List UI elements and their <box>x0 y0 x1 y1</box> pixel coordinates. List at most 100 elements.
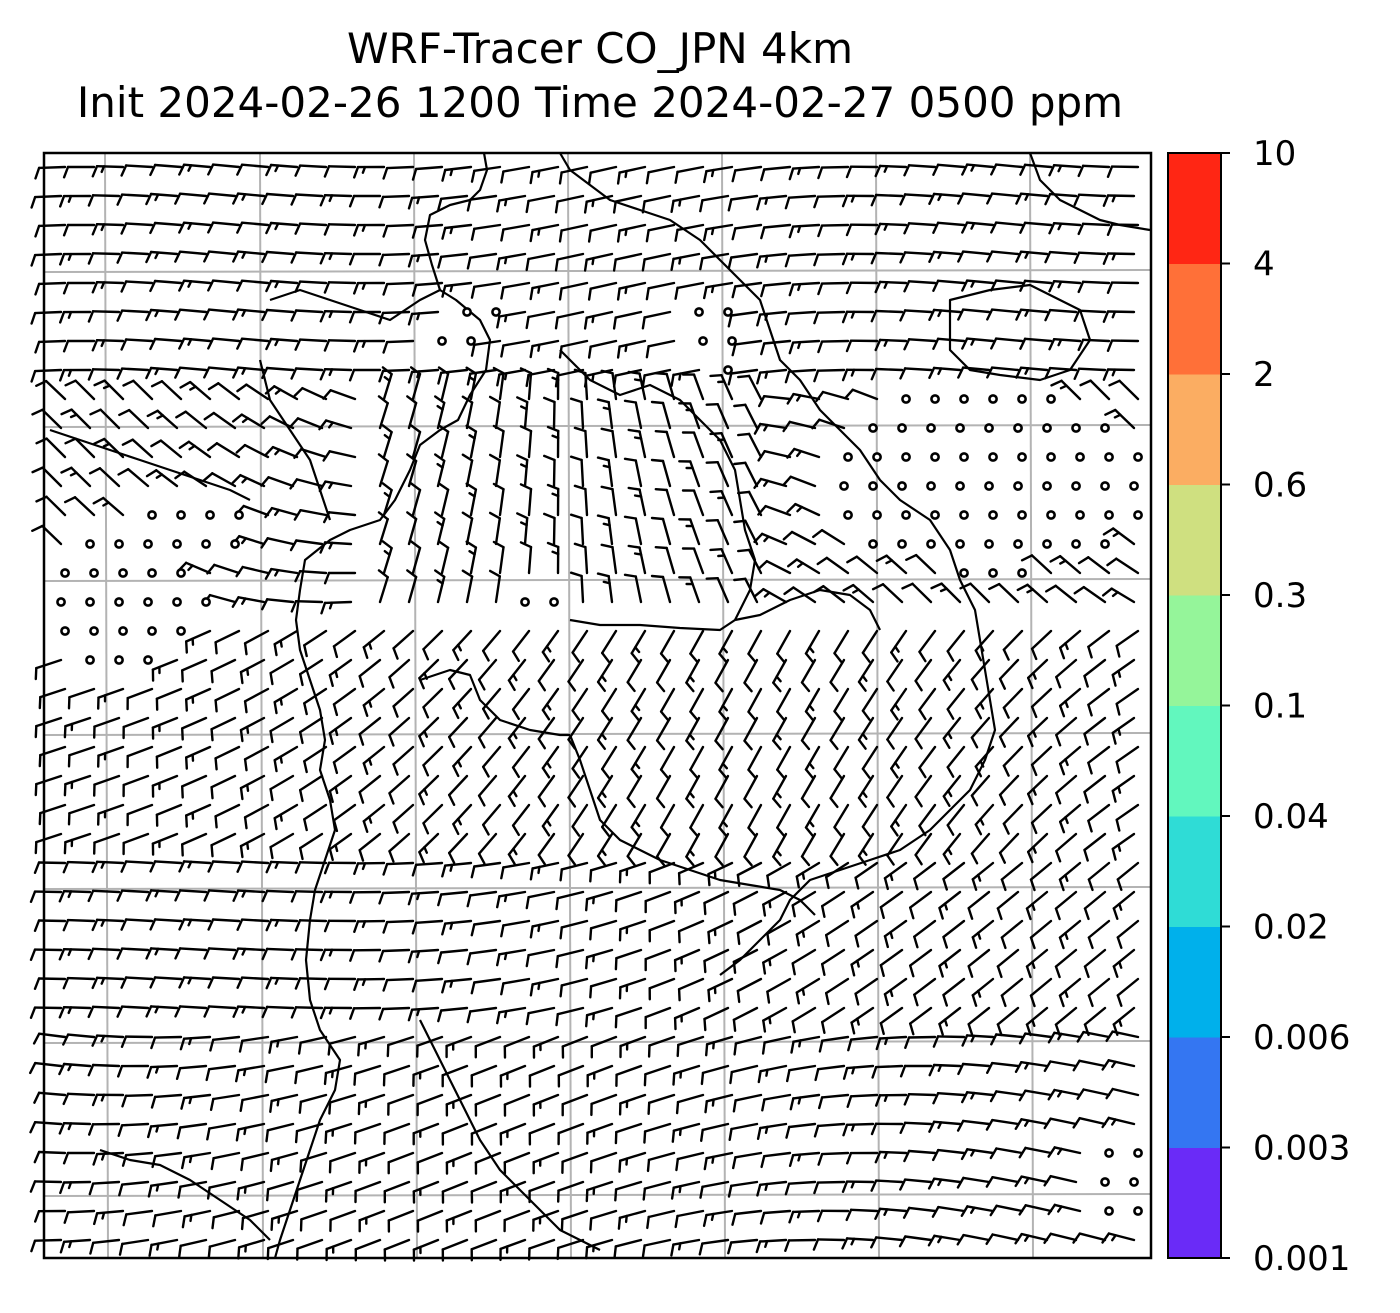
wind-barb <box>411 281 444 297</box>
wind-barb <box>265 163 299 177</box>
wind-barb <box>558 223 589 243</box>
wind-barb <box>678 576 701 604</box>
wind-barb <box>236 221 270 234</box>
wind-barb <box>303 803 328 832</box>
wind-barb <box>1111 774 1136 803</box>
wind-barb <box>747 745 763 780</box>
wind-barb <box>207 337 241 350</box>
wind-barb <box>243 687 270 714</box>
wind-barb <box>392 803 415 834</box>
wind-barb <box>93 379 125 401</box>
wind-barb <box>236 337 270 350</box>
wind-barb <box>986 308 1020 321</box>
colorbar-tick-label: 4 <box>1253 245 1275 285</box>
wind-barb <box>1073 309 1107 322</box>
wind-barb <box>946 803 966 836</box>
wind-barb <box>946 687 966 720</box>
wind-barb <box>353 165 386 179</box>
wind-barb <box>705 461 730 488</box>
wind-barb <box>492 482 505 517</box>
wind-barb <box>709 548 734 575</box>
wind-barb <box>718 687 734 722</box>
wind-barb <box>1073 585 1107 604</box>
wind-barb <box>388 774 411 805</box>
wind-barb <box>784 252 817 268</box>
wind-barb <box>782 420 817 433</box>
wind-barb <box>654 372 676 401</box>
wind-barb <box>757 560 792 575</box>
wind-barb <box>507 774 527 808</box>
wind-barb <box>452 629 473 662</box>
wind-barb <box>1044 192 1078 206</box>
wind-barb <box>388 658 411 689</box>
wind-barb <box>1015 250 1049 263</box>
wind-barb <box>731 281 763 299</box>
wind-barb <box>727 368 759 386</box>
wind-barb <box>87 252 121 265</box>
wind-barb <box>63 832 92 855</box>
wind-barb <box>546 367 560 401</box>
wind-barb <box>1102 252 1136 265</box>
wind-barb <box>151 832 179 856</box>
wind-barb <box>289 478 324 490</box>
wind-barb <box>942 832 962 865</box>
wind-barb <box>120 164 154 177</box>
wind-barb <box>231 474 266 488</box>
wind-barb <box>184 803 212 828</box>
wind-barb <box>903 222 937 235</box>
wind-barb <box>31 466 63 488</box>
wind-barb <box>845 223 879 237</box>
wind-barb <box>178 440 212 459</box>
wind-barb <box>601 745 618 779</box>
wind-barb <box>587 165 618 185</box>
wind-barb <box>543 396 556 430</box>
wind-barb <box>91 222 125 236</box>
wind-barb <box>600 543 618 575</box>
wind-barb <box>236 163 270 176</box>
wind-barb <box>841 310 875 324</box>
title-line-1: WRF-Tracer CO_JPN 4km <box>346 24 854 73</box>
wind-barb <box>303 745 328 774</box>
wind-barb <box>150 380 183 401</box>
wind-barb <box>587 339 618 359</box>
wind-barb <box>529 223 560 243</box>
wind-barb <box>120 338 154 351</box>
wind-barb <box>516 396 529 430</box>
wind-barb <box>743 832 759 867</box>
wind-barb <box>236 279 270 292</box>
wind-barb <box>650 574 672 604</box>
wind-barb <box>260 415 295 430</box>
wind-barb <box>974 687 995 720</box>
wind-barb <box>974 629 995 662</box>
wind-barb <box>743 774 759 809</box>
wind-barb <box>961 163 995 176</box>
wind-barb <box>705 403 730 430</box>
wind-barb <box>678 460 701 488</box>
wind-barb <box>362 629 386 659</box>
wind-barb <box>678 402 701 430</box>
wind-barb <box>418 832 440 864</box>
wind-barb <box>1073 367 1107 380</box>
wind-barb <box>756 310 788 327</box>
wind-barb <box>596 456 614 488</box>
wind-barb <box>596 572 614 604</box>
wind-barb <box>918 629 937 663</box>
wind-barb <box>784 194 817 210</box>
wind-barb <box>685 832 701 867</box>
wind-barb <box>492 366 505 401</box>
wind-barb <box>180 658 208 683</box>
wind-barb <box>1083 716 1107 746</box>
wind-barb <box>1002 803 1024 835</box>
wind-barb <box>265 337 299 351</box>
wind-barb <box>612 194 643 214</box>
wind-barb <box>655 832 672 867</box>
wind-barb <box>681 547 705 575</box>
wind-barb <box>174 470 208 488</box>
wind-barb <box>1030 687 1053 719</box>
wind-barb <box>845 339 879 353</box>
wind-barb <box>96 745 125 768</box>
wind-barb <box>957 308 991 321</box>
wind-barb <box>903 164 937 177</box>
wind-barb <box>118 408 150 430</box>
wind-barb <box>914 716 933 750</box>
